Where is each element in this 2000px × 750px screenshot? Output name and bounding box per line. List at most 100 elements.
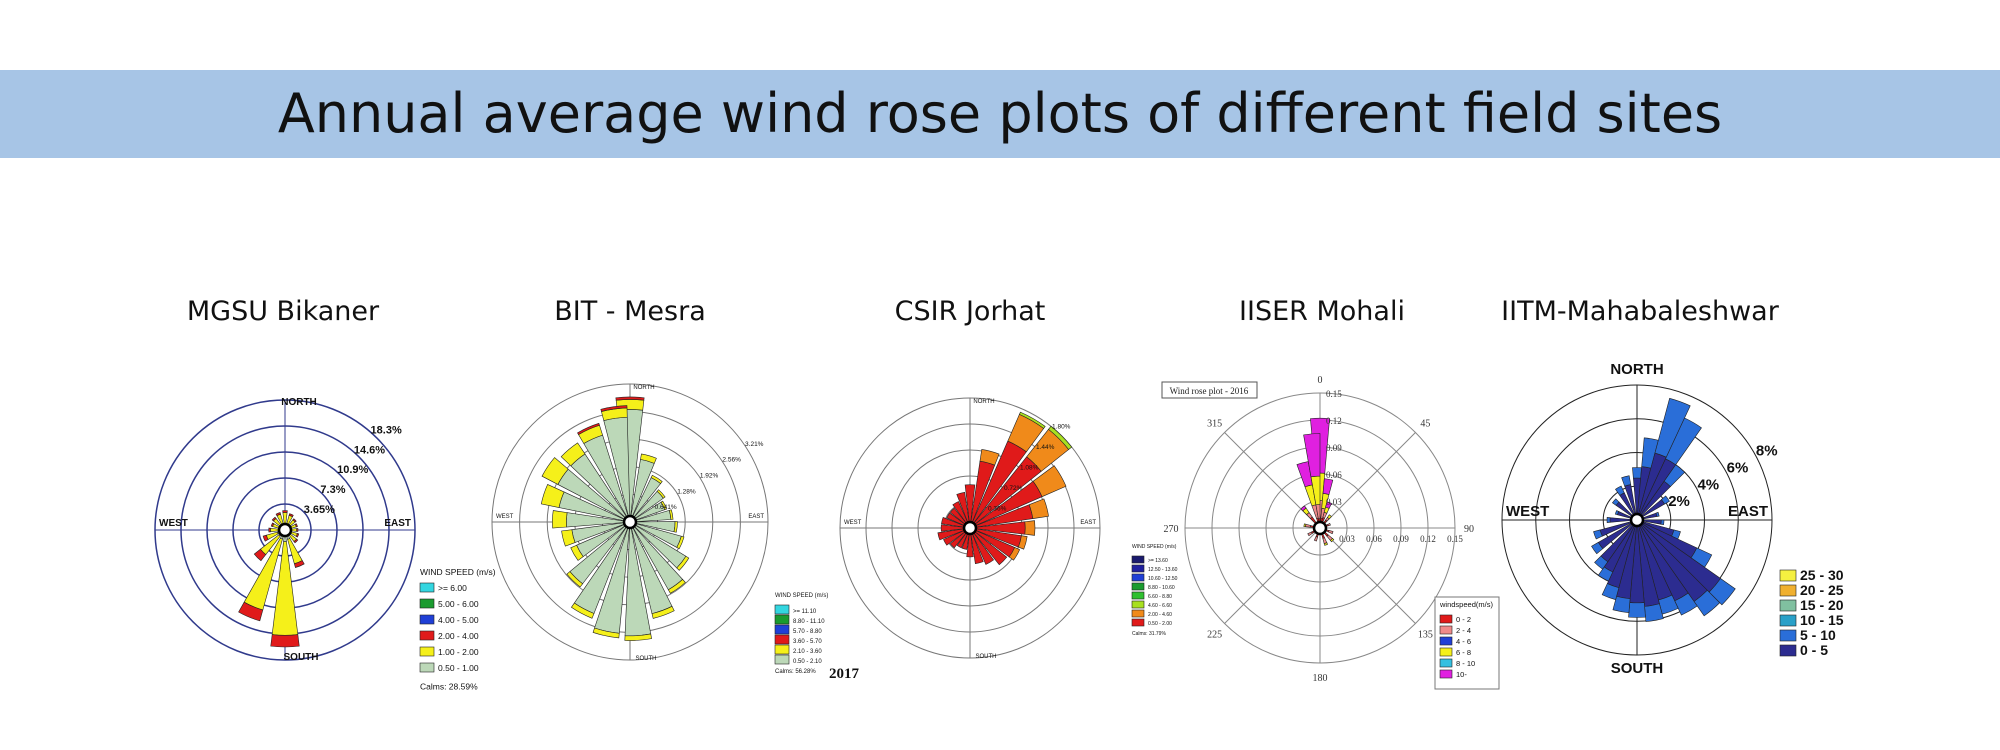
- petal-segment: [295, 533, 300, 538]
- title-band: [0, 70, 2000, 158]
- legend-swatch: [774, 604, 790, 615]
- legend-calms: Calms: 56.28%: [775, 669, 816, 675]
- legend-swatch: [419, 614, 435, 625]
- petal-segment: [294, 523, 298, 528]
- legend-swatch: [774, 644, 790, 655]
- legend-label: 4.60 - 6.60: [1148, 603, 1172, 609]
- petal-segment: [296, 528, 299, 532]
- petal-segment: [1323, 542, 1329, 546]
- legend-label: 8 - 10: [1456, 659, 1475, 668]
- petal-segment: [1024, 520, 1036, 536]
- petal-segment: [673, 521, 678, 533]
- legend-swatch: [1439, 658, 1453, 668]
- ring-label: 8%: [1756, 443, 1778, 460]
- petal-segment: [1606, 517, 1611, 523]
- petal-segment: [1048, 425, 1073, 450]
- petal-segment: [238, 601, 264, 622]
- legend-label: 2.00 - 4.60: [1148, 612, 1172, 618]
- legend-label: 0 - 5: [1800, 642, 1828, 658]
- ring-label-vertical: 0.03: [1326, 497, 1342, 507]
- ring-label: 0.06: [1366, 534, 1382, 544]
- legend-label: 20 - 25: [1800, 582, 1844, 598]
- ring-label: 0.72%: [1004, 485, 1023, 492]
- legend-swatch: [1131, 609, 1145, 618]
- ring-label: 1.44%: [1036, 444, 1055, 451]
- legend-swatch: [1439, 625, 1453, 635]
- ring-label: 0.641%: [655, 504, 677, 511]
- legend-swatch: [1779, 584, 1797, 597]
- legend-swatch: [1131, 555, 1145, 564]
- legend-label: 4.00 - 5.00: [438, 615, 479, 625]
- petal-segment: [552, 510, 568, 529]
- compass-east: EAST: [384, 518, 411, 529]
- legend: windspeed(m/s) 0 - 2 2 - 4 4 - 6 6 - 8 8 - 10…: [1434, 596, 1500, 690]
- legend-label: 5.00 - 6.00: [438, 599, 479, 609]
- calm-center: [1312, 520, 1328, 536]
- petal-segment: [1300, 505, 1307, 512]
- compass-east: EAST: [1080, 520, 1096, 526]
- angle-label: 225: [1207, 629, 1222, 640]
- page-title: Annual average wind rose plots of differ…: [277, 82, 1723, 145]
- legend-label: 0.50 - 1.00: [438, 663, 479, 673]
- petal-segment: [1593, 529, 1603, 540]
- angle-label: 270: [1164, 524, 1179, 535]
- ring-label-vertical: 0.09: [1326, 443, 1342, 453]
- petal-segment: [1665, 417, 1702, 466]
- petal-segment: [1032, 465, 1067, 498]
- legend-swatch: [774, 634, 790, 645]
- petal-segment: [1612, 595, 1631, 613]
- compass-north: NORTH: [633, 385, 654, 391]
- petal-segment: [615, 396, 645, 401]
- calm-center: [622, 514, 638, 530]
- legend-title: WIND SPEED (m/s): [420, 567, 496, 577]
- petal-segment: [271, 516, 277, 522]
- compass-west: WEST: [844, 520, 862, 526]
- petal-segment: [1328, 530, 1334, 535]
- legend-swatch: [1439, 636, 1453, 646]
- legend-label: >= 6.00: [438, 583, 467, 593]
- petal-segment: [1322, 478, 1334, 495]
- ring-label: 1.92%: [700, 473, 719, 480]
- legend-swatch: [419, 662, 435, 673]
- ring-label: 0.03: [1339, 534, 1355, 544]
- angle-label: 45: [1420, 419, 1430, 430]
- petal-segment: [1303, 433, 1321, 478]
- petal-segment: [270, 527, 279, 533]
- legend-label: 2 - 4: [1456, 626, 1471, 635]
- calm-center: [962, 520, 978, 536]
- ring-label: 18.3%: [371, 424, 402, 436]
- petal-segment: [1663, 464, 1686, 488]
- petal-segment: [570, 544, 584, 561]
- petal-segment: [676, 535, 685, 550]
- ring-label: 1.28%: [677, 488, 696, 495]
- compass-west: WEST: [1506, 503, 1549, 520]
- angle-label: 90: [1464, 524, 1474, 535]
- legend-swatch: [1779, 599, 1797, 612]
- legend: WIND SPEED (m/s) >= 6.00 5.00 - 6.00 4.00 -…: [419, 567, 496, 692]
- ring-label: 3.21%: [745, 441, 764, 448]
- legend-swatch: [1779, 629, 1797, 642]
- ring-label: 4%: [1697, 476, 1719, 493]
- compass-south: SOUTH: [1611, 660, 1664, 677]
- petal-segment: [1693, 589, 1721, 617]
- compass-south: SOUTH: [636, 656, 657, 662]
- site-label-jorhat: CSIR Jorhat: [894, 296, 1046, 327]
- legend-label: 8.80 - 10.60: [1148, 585, 1175, 591]
- legend-title: WIND SPEED (m/s): [775, 593, 828, 599]
- legend-swatch: [419, 582, 435, 593]
- legend-calms: Calms: 31.79%: [1132, 631, 1166, 637]
- petals: [540, 396, 690, 641]
- ring-label: 0.36%: [988, 506, 1007, 513]
- ring-label: 7.3%: [320, 484, 345, 496]
- petal-segment: [560, 442, 586, 467]
- petal-segment: [1327, 514, 1332, 520]
- legend-swatch: [1779, 614, 1797, 627]
- petal-segment: [1018, 411, 1046, 429]
- legend-label: >= 11.10: [793, 609, 817, 615]
- ring-label: 14.6%: [354, 444, 385, 456]
- legend-swatch: [1779, 644, 1797, 657]
- ring-label: 0.09: [1393, 534, 1409, 544]
- legend-label: 6 - 8: [1456, 648, 1471, 657]
- legend-label: 2.00 - 4.00: [438, 631, 479, 641]
- compass-west: WEST: [496, 514, 514, 520]
